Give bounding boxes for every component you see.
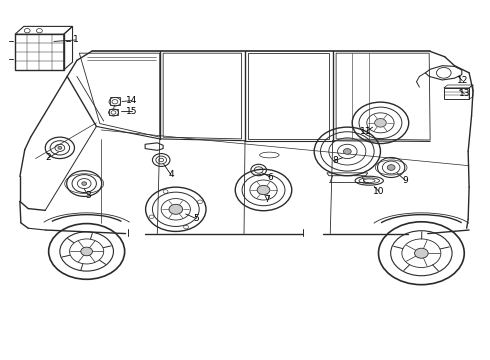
Text: 7: 7 xyxy=(264,195,270,204)
Circle shape xyxy=(387,165,395,170)
Circle shape xyxy=(257,185,270,195)
Text: 8: 8 xyxy=(332,156,338,165)
Text: 2: 2 xyxy=(46,153,51,162)
Circle shape xyxy=(82,182,87,185)
Text: 13: 13 xyxy=(459,89,470,98)
Text: 3: 3 xyxy=(85,190,91,199)
Text: 9: 9 xyxy=(402,176,408,185)
Text: 1: 1 xyxy=(73,36,78,45)
Circle shape xyxy=(415,248,428,258)
Text: 6: 6 xyxy=(268,173,273,182)
Circle shape xyxy=(343,149,351,154)
Text: 4: 4 xyxy=(168,170,174,179)
Circle shape xyxy=(169,204,183,214)
Circle shape xyxy=(374,118,386,127)
Text: 11: 11 xyxy=(360,127,371,136)
Circle shape xyxy=(58,147,62,149)
Text: 14: 14 xyxy=(126,96,138,105)
Circle shape xyxy=(81,247,93,256)
Text: 12: 12 xyxy=(457,76,468,85)
Text: 15: 15 xyxy=(126,107,138,116)
Text: 5: 5 xyxy=(194,214,199,223)
Text: 10: 10 xyxy=(373,187,385,196)
